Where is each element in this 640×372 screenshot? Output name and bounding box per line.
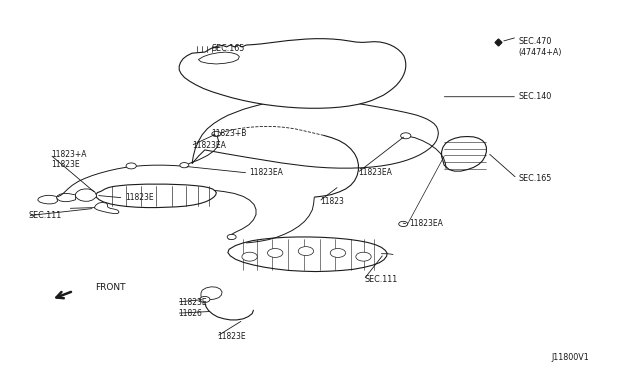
Circle shape bbox=[298, 247, 314, 256]
Text: SEC.140: SEC.140 bbox=[518, 92, 552, 101]
Text: 11823EA: 11823EA bbox=[192, 141, 226, 150]
Circle shape bbox=[330, 248, 346, 257]
Text: 11823EA: 11823EA bbox=[410, 219, 444, 228]
Text: SEC.470
(47474+A): SEC.470 (47474+A) bbox=[518, 37, 562, 57]
Text: J11800V1: J11800V1 bbox=[552, 353, 589, 362]
Text: SEC.165: SEC.165 bbox=[211, 44, 244, 53]
Circle shape bbox=[126, 163, 136, 169]
Text: 11823E: 11823E bbox=[178, 298, 207, 307]
Polygon shape bbox=[201, 287, 222, 300]
Polygon shape bbox=[198, 52, 239, 64]
Circle shape bbox=[356, 252, 371, 261]
Polygon shape bbox=[96, 184, 216, 208]
Text: 11823E: 11823E bbox=[218, 332, 246, 341]
Circle shape bbox=[200, 296, 210, 302]
Text: SEC.165: SEC.165 bbox=[518, 174, 552, 183]
Polygon shape bbox=[442, 137, 486, 171]
Text: SEC.111: SEC.111 bbox=[29, 211, 62, 220]
Polygon shape bbox=[192, 98, 438, 168]
Text: SEC.111: SEC.111 bbox=[365, 275, 398, 284]
Circle shape bbox=[180, 163, 189, 168]
Circle shape bbox=[399, 221, 408, 227]
Text: 11823E: 11823E bbox=[51, 160, 80, 169]
Circle shape bbox=[227, 234, 236, 240]
Circle shape bbox=[401, 133, 411, 139]
Text: 11823E: 11823E bbox=[125, 193, 154, 202]
Circle shape bbox=[212, 131, 221, 137]
Text: 11823: 11823 bbox=[320, 197, 344, 206]
Polygon shape bbox=[228, 237, 387, 272]
Text: FRONT: FRONT bbox=[95, 283, 125, 292]
Circle shape bbox=[242, 252, 257, 261]
Polygon shape bbox=[38, 195, 58, 204]
Text: 11823+A: 11823+A bbox=[51, 150, 86, 159]
Text: 11823+B: 11823+B bbox=[211, 129, 246, 138]
Polygon shape bbox=[179, 39, 406, 108]
Polygon shape bbox=[95, 202, 119, 214]
Text: 11826: 11826 bbox=[178, 309, 202, 318]
Polygon shape bbox=[76, 189, 97, 201]
Text: 11823EA: 11823EA bbox=[358, 169, 392, 177]
Text: 11823EA: 11823EA bbox=[250, 169, 284, 177]
Circle shape bbox=[268, 248, 283, 257]
Polygon shape bbox=[56, 193, 76, 202]
